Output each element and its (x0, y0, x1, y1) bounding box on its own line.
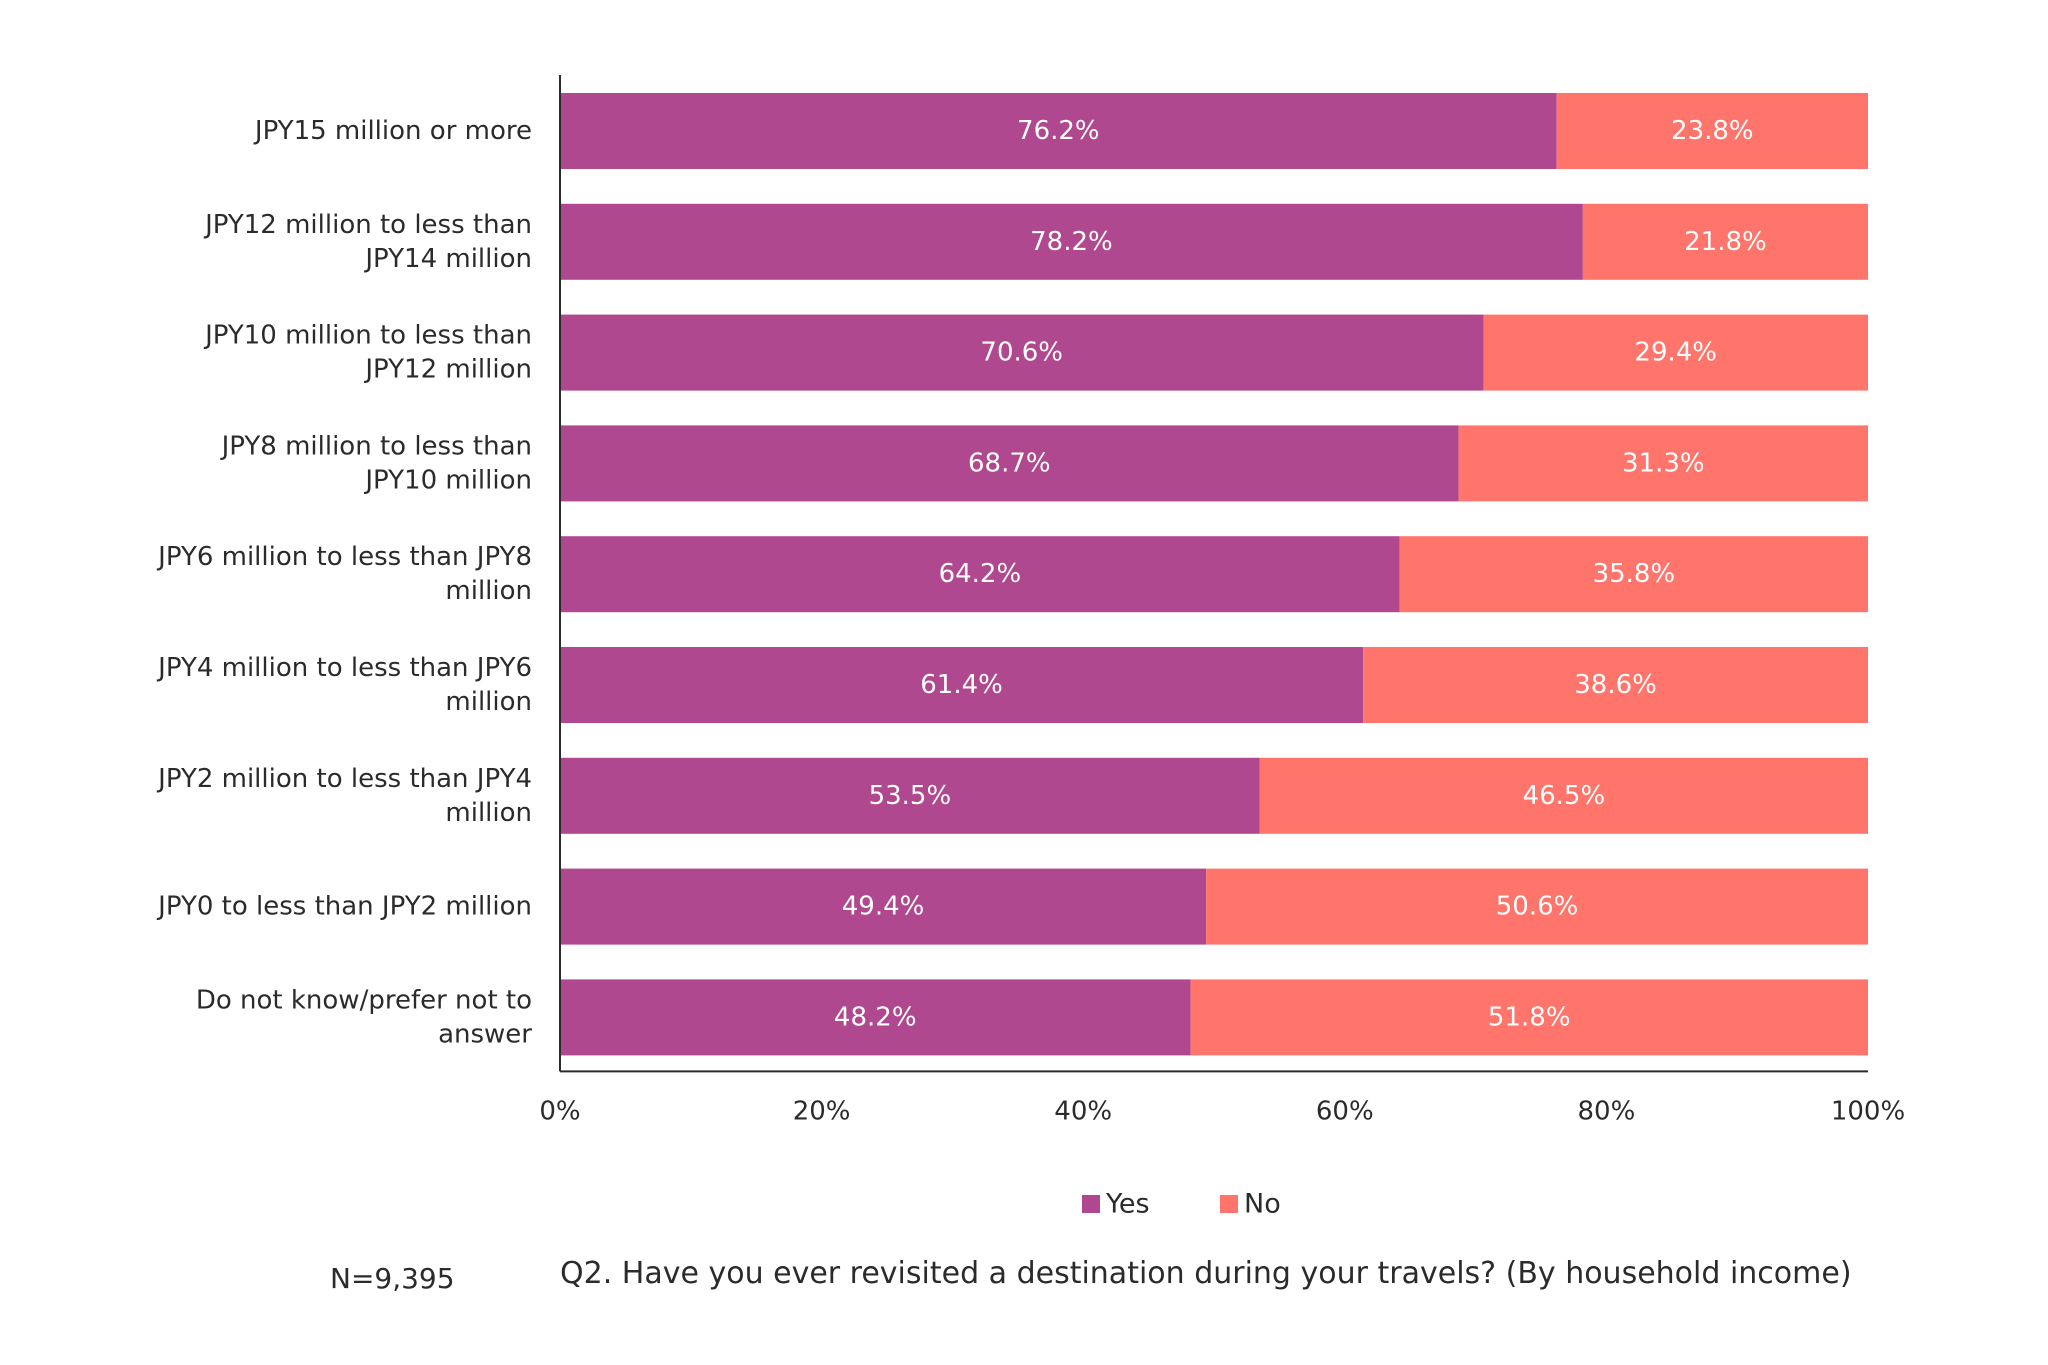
data-label-yes-1: 78.2% (1030, 227, 1113, 257)
bar-no-0 (1556, 93, 1868, 169)
bar-no-8 (1190, 979, 1868, 1056)
data-label-yes-5: 61.4% (920, 670, 1003, 700)
category-label-1-line-0: JPY12 million to less than (203, 210, 532, 240)
bar-no-5 (1363, 647, 1868, 723)
category-label-8-line-0: Do not know/prefer not to (196, 985, 532, 1015)
category-label-3-line-1: JPY10 million (363, 465, 532, 495)
data-label-no-0: 23.8% (1671, 116, 1754, 146)
category-label-2-line-1: JPY12 million (363, 355, 532, 385)
bar-yes-6 (560, 757, 1260, 834)
bar-no-1 (1582, 203, 1868, 280)
legend-swatch-no (1220, 1195, 1238, 1213)
bars-group: 76.2% 23.8% 78.2% 21.8% 70.6% 29.4% 68.7% 31.3%… (560, 93, 1868, 1056)
category-label-4-line-0: JPY6 million to less than JPY8 (156, 542, 532, 572)
data-label-no-1: 21.8% (1684, 227, 1767, 257)
question-caption: Q2. Have you ever revisited a destinatio… (560, 1256, 1852, 1291)
data-label-yes-4: 64.2% (939, 559, 1022, 589)
category-labels: JPY15 million or more JPY12 million to le… (156, 116, 532, 1049)
category-label-2-line-0: JPY10 million to less than (203, 321, 532, 351)
bar-yes-0 (560, 93, 1557, 169)
data-label-no-2: 29.4% (1634, 338, 1717, 368)
bar-yes-7 (560, 868, 1207, 945)
x-tick-label-0: 0% (539, 1096, 580, 1126)
category-label-6-line-0: JPY2 million to less than JPY4 (156, 764, 532, 794)
bar-yes-2 (560, 314, 1484, 391)
bar-yes-4 (560, 536, 1400, 613)
category-label-4-line-1: million (445, 576, 532, 606)
legend-swatch-yes (1082, 1195, 1100, 1213)
category-label-7-line-0: JPY0 to less than JPY2 million (156, 892, 532, 922)
bar-yes-8 (560, 979, 1191, 1056)
data-label-no-6: 46.5% (1523, 781, 1606, 811)
data-label-no-5: 38.6% (1574, 670, 1657, 700)
x-tick-label-4: 80% (1578, 1096, 1636, 1126)
legend-label-yes: Yes (1105, 1189, 1150, 1220)
category-label-5-line-1: million (445, 687, 532, 717)
category-label-3-line-0: JPY8 million to less than (220, 431, 532, 461)
legend-label-no: No (1244, 1189, 1281, 1220)
data-label-no-4: 35.8% (1593, 559, 1676, 589)
x-tick-label-5: 100% (1831, 1096, 1905, 1126)
data-label-yes-2: 70.6% (980, 338, 1063, 368)
bar-no-4 (1399, 536, 1868, 613)
bar-yes-5 (560, 647, 1364, 723)
bar-no-2 (1483, 314, 1868, 391)
category-label-8-line-1: answer (438, 1019, 532, 1049)
data-label-yes-3: 68.7% (968, 448, 1051, 478)
data-label-yes-7: 49.4% (842, 892, 925, 922)
data-label-no-3: 31.3% (1622, 448, 1705, 478)
x-tick-labels: 0% 20% 40% 60% 80% 100% (539, 1096, 1905, 1126)
bar-no-7 (1206, 868, 1868, 945)
x-tick-label-1: 20% (793, 1096, 851, 1126)
category-label-1-line-1: JPY14 million (363, 244, 532, 274)
data-label-yes-0: 76.2% (1017, 116, 1100, 146)
sample-size-note: N=9,395 (330, 1262, 455, 1295)
bar-no-6 (1259, 757, 1868, 834)
bar-no-3 (1458, 425, 1868, 502)
legend: Yes No (1082, 1189, 1281, 1220)
category-label-6-line-1: million (445, 798, 532, 828)
category-label-0-line-0: JPY15 million or more (253, 116, 532, 146)
x-tick-label-3: 60% (1316, 1096, 1374, 1126)
data-label-yes-8: 48.2% (834, 1002, 917, 1032)
bar-yes-1 (560, 203, 1583, 280)
data-label-yes-6: 53.5% (869, 781, 952, 811)
data-label-no-8: 51.8% (1488, 1002, 1571, 1032)
bar-yes-3 (560, 425, 1459, 502)
category-label-5-line-0: JPY4 million to less than JPY6 (156, 653, 532, 683)
axes (559, 75, 1868, 1073)
data-label-no-7: 50.6% (1496, 892, 1579, 922)
x-tick-label-2: 40% (1054, 1096, 1112, 1126)
